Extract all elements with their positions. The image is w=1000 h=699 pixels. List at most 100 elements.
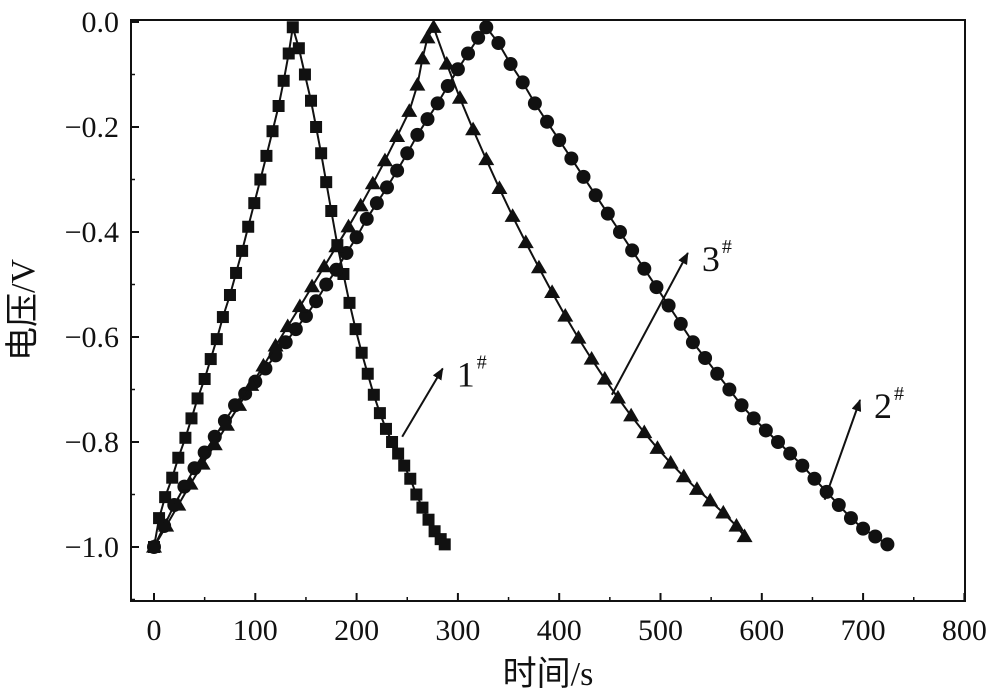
annotation-label: 3 — [702, 239, 720, 279]
data-point-square — [179, 431, 192, 444]
annotation-arrow — [401, 367, 444, 438]
data-point-triangle — [291, 298, 308, 313]
data-point-circle — [685, 335, 700, 350]
data-point-triangle — [557, 308, 574, 322]
data-point-circle — [440, 79, 455, 94]
data-point-square — [305, 94, 318, 107]
data-point-triangle — [409, 77, 426, 91]
data-point-square — [282, 47, 295, 60]
y-tick-label: 0.0 — [82, 6, 120, 39]
data-point-circle — [564, 151, 579, 166]
data-point-square — [185, 412, 198, 425]
data-point-square — [422, 513, 435, 526]
data-point-circle — [471, 30, 486, 45]
data-point-triangle — [688, 481, 705, 495]
data-point-circle — [540, 114, 555, 129]
data-point-triangle — [583, 351, 600, 365]
data-point-square — [236, 244, 249, 257]
x-tick-label: 800 — [942, 614, 987, 647]
data-point-triangle — [279, 318, 296, 333]
data-point-circle — [503, 57, 518, 71]
data-point-triangle — [570, 330, 587, 344]
data-point-triangle — [419, 29, 436, 44]
data-point-square — [298, 68, 311, 81]
annotation-label: 1 — [457, 355, 475, 395]
data-point-triangle — [255, 357, 272, 372]
annotation-sup: # — [477, 352, 487, 374]
data-point-circle — [771, 435, 786, 449]
data-point-circle — [420, 112, 435, 127]
data-point-triangle — [438, 56, 455, 70]
data-point-square — [410, 488, 423, 501]
data-point-triangle — [596, 371, 613, 385]
annotation-sup: # — [722, 236, 732, 258]
y-axis-title: 电压/V — [4, 259, 42, 361]
x-axis-title: 时间/s — [503, 656, 594, 693]
data-point-triangle — [465, 121, 482, 136]
data-point-triangle — [304, 278, 321, 293]
data-point-triangle — [649, 440, 666, 454]
data-point-circle — [309, 294, 324, 309]
y-tick-label: −0.4 — [65, 216, 119, 249]
data-point-circle — [868, 529, 883, 544]
data-point-square — [386, 436, 399, 448]
data-point-circle — [288, 322, 303, 337]
data-point-circle — [400, 146, 415, 161]
data-point-circle — [479, 20, 494, 35]
data-point-circle — [588, 188, 603, 203]
data-point-circle — [319, 277, 334, 292]
data-point-triangle — [194, 456, 211, 470]
y-tick-label: −0.6 — [65, 321, 119, 354]
data-point-triangle — [478, 151, 495, 166]
data-point-triangle — [675, 468, 692, 483]
data-point-square — [373, 407, 386, 420]
data-point-square — [361, 367, 374, 380]
data-point-triangle — [609, 389, 626, 404]
data-point-square — [438, 538, 451, 551]
data-point-triangle — [267, 337, 284, 352]
x-tick-label: 600 — [739, 614, 784, 647]
data-point-circle — [698, 351, 713, 365]
data-point-square — [159, 491, 172, 504]
data-point-square — [266, 125, 279, 138]
data-point-circle — [795, 458, 810, 473]
data-point-triangle — [623, 407, 640, 422]
data-point-square — [416, 501, 429, 514]
data-point-circle — [450, 62, 465, 77]
data-point-circle — [831, 498, 846, 512]
data-point-triangle — [636, 424, 653, 439]
data-point-triangle — [401, 103, 418, 117]
data-point-circle — [278, 335, 293, 350]
data-point-square — [248, 197, 261, 210]
x-tick-label: 0 — [147, 614, 162, 647]
data-point-circle — [746, 411, 761, 426]
data-point-triangle — [504, 208, 521, 222]
data-point-triangle — [530, 259, 547, 274]
data-point-square — [254, 173, 267, 186]
data-point-circle — [298, 309, 313, 323]
data-point-square — [191, 392, 204, 405]
data-point-square — [320, 176, 333, 189]
annotation-label: 2 — [874, 386, 892, 426]
data-point-circle — [625, 243, 640, 258]
annotation-arrow — [610, 252, 689, 396]
x-tick-label: 500 — [638, 614, 683, 647]
data-point-triangle — [728, 518, 745, 532]
data-point-square — [292, 42, 305, 55]
data-point-circle — [390, 163, 405, 178]
data-point-triangle — [182, 476, 199, 490]
data-point-circle — [600, 206, 615, 221]
data-point-triangle — [425, 19, 442, 33]
data-point-circle — [430, 96, 445, 111]
y-tick-label: −0.2 — [65, 111, 119, 144]
data-point-circle — [880, 537, 895, 552]
data-point-triangle — [389, 128, 406, 143]
data-point-circle — [856, 521, 871, 536]
data-point-triangle — [146, 539, 162, 553]
data-point-circle — [843, 511, 858, 526]
data-point-triangle — [702, 492, 719, 507]
series-triangle — [146, 19, 753, 553]
data-point-triangle — [544, 284, 561, 298]
data-point-square — [325, 205, 338, 217]
series-square — [148, 21, 451, 553]
